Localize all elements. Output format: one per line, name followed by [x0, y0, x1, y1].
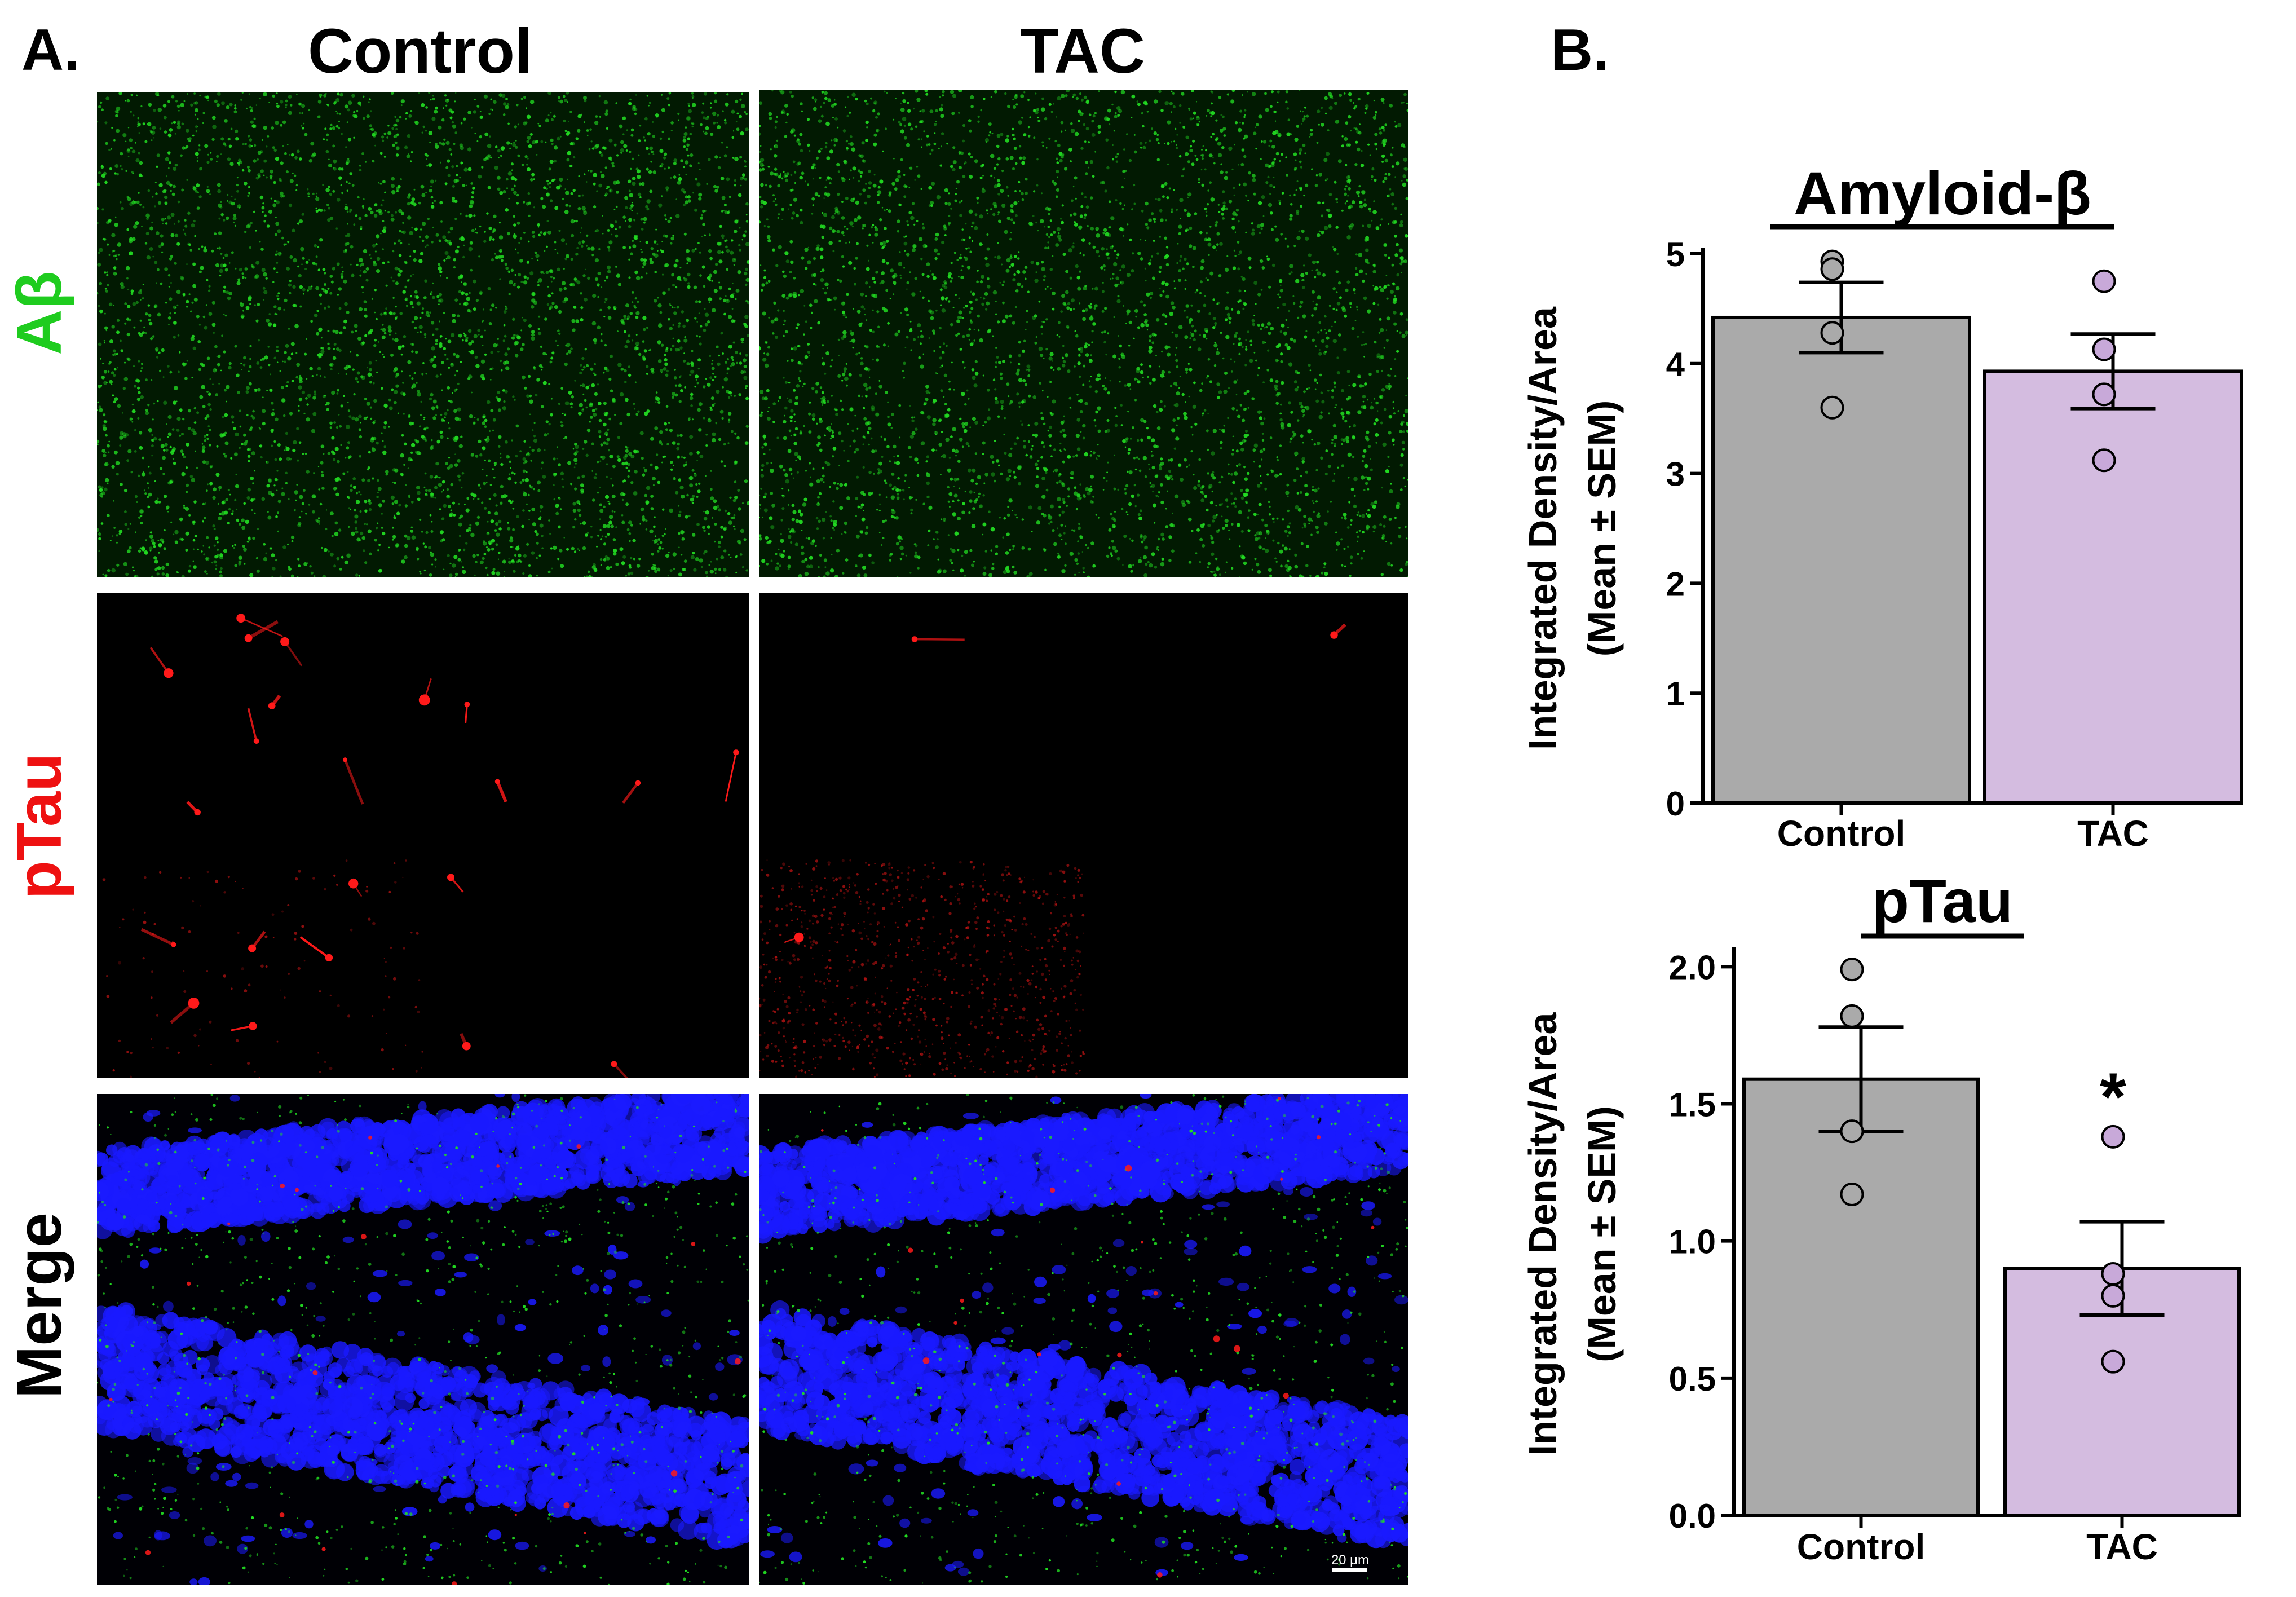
chart-1-ytick-label-2: 1.0	[1669, 1223, 1716, 1261]
merge-tac-image: 20 μm	[759, 1094, 1408, 1585]
chart-0-ylabel-line1: Integrated Density/Area	[1521, 306, 1565, 750]
column-header-control: Control	[307, 16, 533, 86]
chart-0-ytick-label-4: 4	[1666, 346, 1685, 383]
chart-1-ytick-label-4: 2.0	[1669, 949, 1716, 986]
chart-1-point-0-0	[1840, 958, 1864, 982]
chart-0-point-0-3	[1820, 395, 1844, 420]
row-label-merge: Merge	[4, 1212, 74, 1399]
chart-0-point-0-1	[1820, 257, 1844, 281]
micrograph-texture	[759, 90, 1408, 577]
abeta-control-image	[97, 92, 749, 577]
chart-0-bar-tac	[1983, 369, 2243, 805]
chart-1-ytick-label-0: 0.0	[1669, 1497, 1716, 1535]
chart-1-bar-control	[1742, 1077, 1980, 1517]
chart-0-point-1-0	[2092, 269, 2116, 293]
chart-0-ytick-label-2: 2	[1666, 565, 1685, 603]
chart-1-ytick-label-3: 1.5	[1669, 1086, 1716, 1123]
bar-charts: Amyloid-β Integrated Density/Area (Mean ± …	[1521, 159, 2243, 1567]
chart-1-point-0-1	[1840, 1004, 1864, 1028]
column-header-tac: TAC	[1020, 16, 1145, 86]
chart-1-point-1-1	[2101, 1262, 2125, 1286]
chart-1-point-1-3	[2101, 1349, 2125, 1374]
chart-0-ytick-label-5: 5	[1666, 236, 1685, 273]
chart-1-point-0-2	[1840, 1119, 1864, 1144]
chart-0-point-0-2	[1820, 321, 1844, 345]
micrograph-texture	[97, 1094, 749, 1585]
chart-0-point-1-1	[2092, 337, 2116, 361]
ptau-tac-image	[759, 593, 1408, 1078]
chart-0-category-label-1: TAC	[2077, 813, 2149, 854]
chart-0-ytick-label-0: 0	[1666, 785, 1685, 823]
micrograph-texture	[97, 92, 749, 577]
chart-0-title: Amyloid-β	[1794, 159, 2091, 227]
merge-control-image	[97, 1094, 749, 1585]
row-label-ptau: pTau	[4, 753, 74, 899]
abeta-tac-image	[759, 90, 1408, 577]
scale-bar: 20 μm	[1331, 1552, 1369, 1572]
chart-1-annotation-0: *	[2100, 1059, 2126, 1135]
panel-b-letter: B.	[1551, 17, 1609, 83]
chart-0-ytick-label-3: 3	[1666, 456, 1685, 493]
micrograph-texture	[759, 1094, 1408, 1585]
micrograph-texture	[97, 593, 749, 1078]
chart-1-point-0-3	[1840, 1182, 1864, 1206]
chart-0-ytick-label-1: 1	[1666, 675, 1685, 713]
ptau-control-image	[97, 593, 749, 1078]
scale-bar-line	[1332, 1568, 1368, 1572]
scale-bar-label: 20 μm	[1331, 1552, 1369, 1568]
chart-1-category-label-0: Control	[1797, 1527, 1926, 1567]
chart-1-ylabel-line2: (Mean ± SEM)	[1580, 1106, 1624, 1362]
row-label-abeta: Aβ	[4, 271, 74, 355]
chart-1-point-1-2	[2101, 1283, 2125, 1308]
chart-0-point-1-2	[2092, 382, 2116, 407]
chart-1-title: pTau	[1872, 867, 2013, 935]
chart-1-ylabel-line1: Integrated Density/Area	[1521, 1012, 1565, 1456]
chart-0-category-label-0: Control	[1777, 813, 1906, 854]
chart-0-ylabel-line2: (Mean ± SEM)	[1580, 400, 1624, 657]
chart-0-bar-control	[1711, 315, 1971, 805]
micrograph-texture	[759, 593, 1408, 1078]
panel-a-letter: A.	[21, 17, 80, 83]
chart-1-point-1-0	[2101, 1124, 2125, 1149]
chart-1-ytick-label-1: 0.5	[1669, 1360, 1716, 1398]
chart-0-point-1-3	[2092, 448, 2116, 473]
chart-1-category-label-1: TAC	[2086, 1527, 2158, 1567]
